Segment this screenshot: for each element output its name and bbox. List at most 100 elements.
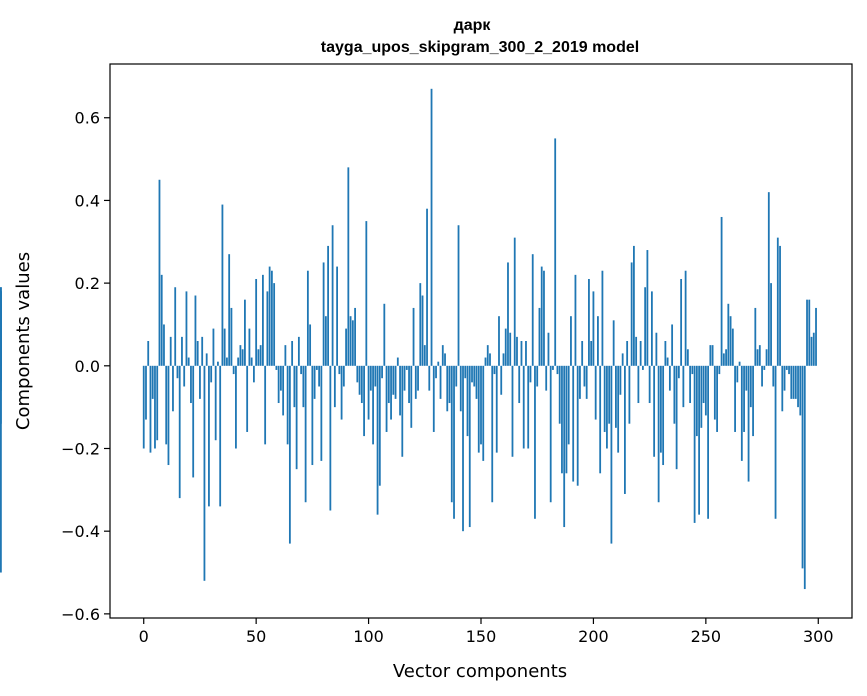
bar <box>154 365 156 449</box>
bar <box>345 328 347 366</box>
bar <box>169 336 172 366</box>
bar <box>610 365 613 544</box>
bar <box>286 365 289 445</box>
bar <box>221 204 224 366</box>
bar <box>630 262 633 366</box>
bar <box>158 179 161 366</box>
bar <box>783 365 786 391</box>
bar <box>664 341 667 366</box>
bar <box>484 357 487 366</box>
bar <box>277 365 280 404</box>
bar <box>349 316 352 366</box>
bar <box>671 324 674 366</box>
bar <box>401 365 404 457</box>
bar <box>770 283 772 366</box>
bar <box>502 353 505 366</box>
bar <box>657 365 660 503</box>
bar <box>297 336 300 366</box>
bar <box>579 365 581 399</box>
bar <box>774 365 777 519</box>
bar <box>410 365 413 428</box>
bar <box>459 365 462 412</box>
bar <box>619 365 622 395</box>
bar <box>185 291 188 366</box>
bar <box>363 365 365 437</box>
bar <box>601 270 604 366</box>
bar <box>448 365 451 404</box>
bar <box>217 361 219 366</box>
bar <box>633 245 635 366</box>
bar <box>322 262 325 366</box>
bar <box>430 88 433 366</box>
x-tick-label: 0 <box>139 627 149 646</box>
bar <box>794 365 797 399</box>
bar <box>574 274 577 366</box>
y-tick-label: −0.4 <box>61 522 100 541</box>
bar <box>468 365 471 528</box>
bar <box>534 365 536 519</box>
bar <box>437 361 440 366</box>
bar <box>749 365 752 408</box>
bar <box>511 365 514 457</box>
y-tick-label: 0.6 <box>75 109 100 128</box>
bar <box>790 365 793 399</box>
bar <box>547 332 550 366</box>
bar <box>378 365 381 486</box>
bar <box>675 365 678 470</box>
y-tick-label: −0.6 <box>61 605 100 624</box>
bar <box>347 167 350 366</box>
bar <box>815 307 817 366</box>
chart-subtitle: tayga_upos_skipgram_300_2_2019 model <box>321 39 639 56</box>
bar <box>617 365 620 453</box>
bar <box>747 365 750 482</box>
bar <box>192 365 195 478</box>
bar <box>423 345 426 366</box>
bar <box>504 328 507 366</box>
bar <box>624 365 626 494</box>
bar <box>356 365 359 383</box>
bar <box>439 365 442 399</box>
bar <box>0 365 2 424</box>
bar <box>615 365 617 428</box>
bar <box>682 365 685 408</box>
bar <box>324 316 327 366</box>
bar <box>597 316 599 366</box>
bar <box>392 365 395 395</box>
bar <box>738 361 741 366</box>
bar <box>306 270 309 366</box>
bar <box>232 365 235 375</box>
bar <box>758 345 761 366</box>
bar <box>799 365 802 416</box>
bar <box>680 278 683 366</box>
bar <box>588 278 590 366</box>
bar <box>785 365 788 370</box>
bar <box>743 365 745 432</box>
bar <box>650 291 653 366</box>
bar <box>275 365 278 370</box>
bar <box>527 365 530 449</box>
y-axis: −0.6 −0.4 −0.2 0.0 0.2 0.4 0.6 <box>61 109 110 624</box>
bar <box>333 365 336 408</box>
bar <box>599 365 602 474</box>
y-tick-label: 0.2 <box>75 274 100 293</box>
bar <box>516 336 518 366</box>
bar <box>707 365 709 519</box>
bar <box>716 365 718 432</box>
bar <box>639 341 642 366</box>
bar <box>590 341 593 366</box>
bar <box>268 266 271 366</box>
bar <box>405 365 408 370</box>
bar <box>228 254 231 366</box>
bar <box>417 365 419 391</box>
bar <box>412 307 415 366</box>
bar <box>0 365 2 573</box>
bar <box>693 365 696 523</box>
bar <box>187 357 190 366</box>
bar <box>583 365 586 387</box>
bar <box>223 328 226 366</box>
bar <box>718 365 721 375</box>
bar <box>210 365 213 383</box>
bar <box>183 365 186 387</box>
bar <box>689 365 692 404</box>
bar <box>752 365 754 437</box>
